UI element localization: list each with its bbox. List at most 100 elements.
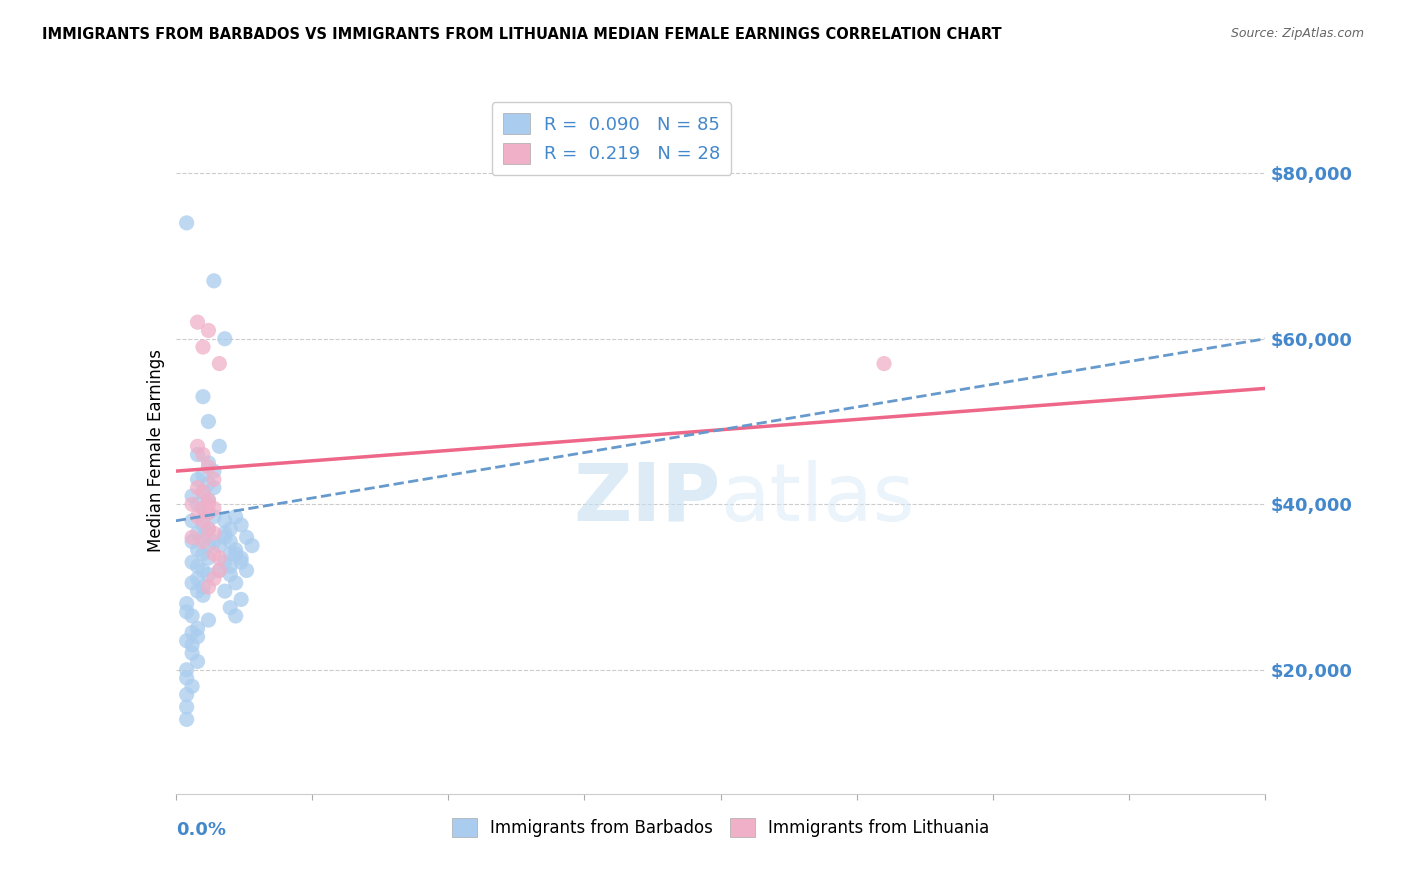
Point <box>186 472 209 486</box>
Point <box>214 332 236 346</box>
Point <box>197 493 219 508</box>
Point <box>181 555 204 569</box>
Point <box>181 575 204 590</box>
Text: 0.0%: 0.0% <box>176 822 226 839</box>
Point <box>202 472 225 486</box>
Point <box>197 539 219 553</box>
Point <box>176 663 198 677</box>
Point <box>186 448 209 462</box>
Point <box>186 621 209 635</box>
Point <box>176 633 198 648</box>
Text: IMMIGRANTS FROM BARBADOS VS IMMIGRANTS FROM LITHUANIA MEDIAN FEMALE EARNINGS COR: IMMIGRANTS FROM BARBADOS VS IMMIGRANTS F… <box>42 27 1002 42</box>
Point <box>219 559 242 574</box>
Point <box>208 564 231 578</box>
Point <box>191 484 214 499</box>
Point <box>208 539 231 553</box>
Point <box>186 542 209 557</box>
Point <box>181 534 204 549</box>
Point <box>208 439 231 453</box>
Point <box>208 564 231 578</box>
Point <box>231 551 253 566</box>
Point <box>186 630 209 644</box>
Point <box>197 506 219 520</box>
Point <box>202 481 225 495</box>
Point <box>214 526 236 541</box>
Point <box>197 613 219 627</box>
Point <box>197 476 219 491</box>
Point <box>176 688 198 702</box>
Point <box>197 522 219 536</box>
Point <box>181 497 204 511</box>
Point <box>181 679 204 693</box>
Point <box>186 572 209 586</box>
Point <box>176 671 198 685</box>
Point <box>219 567 242 582</box>
Point <box>181 638 204 652</box>
Point <box>191 530 214 544</box>
Point <box>197 567 219 582</box>
Point <box>197 415 219 429</box>
Point <box>225 509 247 524</box>
Point <box>214 530 236 544</box>
Point <box>208 357 231 371</box>
Point <box>214 584 236 599</box>
Point <box>181 489 204 503</box>
Point <box>235 530 257 544</box>
Point <box>186 559 209 574</box>
Point <box>197 580 219 594</box>
Point <box>181 514 204 528</box>
Point <box>181 609 204 624</box>
Point <box>197 551 219 566</box>
Point <box>202 501 225 516</box>
Point <box>197 456 219 470</box>
Point <box>240 539 263 553</box>
Point <box>191 517 214 532</box>
Point <box>231 517 253 532</box>
Point <box>191 390 214 404</box>
Point <box>197 323 219 337</box>
Point <box>225 542 247 557</box>
Point <box>191 340 214 354</box>
Point <box>186 481 209 495</box>
Point <box>176 597 198 611</box>
Text: Source: ZipAtlas.com: Source: ZipAtlas.com <box>1230 27 1364 40</box>
Point <box>181 625 204 640</box>
Point <box>873 357 896 371</box>
Point <box>191 468 214 483</box>
Point <box>225 609 247 624</box>
Point <box>191 484 214 499</box>
Point <box>219 534 242 549</box>
Point <box>202 534 225 549</box>
Point <box>219 600 242 615</box>
Point <box>186 497 209 511</box>
Point <box>176 713 198 727</box>
Point <box>202 509 225 524</box>
Point <box>191 534 214 549</box>
Point <box>231 592 253 607</box>
Point <box>202 464 225 478</box>
Point <box>231 555 253 569</box>
Point <box>214 514 236 528</box>
Point <box>191 501 214 516</box>
Point <box>191 564 214 578</box>
Point <box>176 605 198 619</box>
Point <box>219 547 242 561</box>
Text: ZIP: ZIP <box>574 459 721 538</box>
Legend: Immigrants from Barbados, Immigrants from Lithuania: Immigrants from Barbados, Immigrants fro… <box>446 812 995 844</box>
Point <box>191 580 214 594</box>
Point <box>202 526 225 541</box>
Point <box>186 584 209 599</box>
Point <box>197 522 219 536</box>
Point <box>235 564 257 578</box>
Point <box>186 315 209 329</box>
Point <box>186 509 209 524</box>
Point <box>197 506 219 520</box>
Point <box>191 588 214 602</box>
Point <box>197 460 219 475</box>
Point <box>186 526 209 541</box>
Point <box>202 547 225 561</box>
Point <box>197 497 219 511</box>
Point <box>214 555 236 569</box>
Point <box>176 216 198 230</box>
Point <box>186 439 209 453</box>
